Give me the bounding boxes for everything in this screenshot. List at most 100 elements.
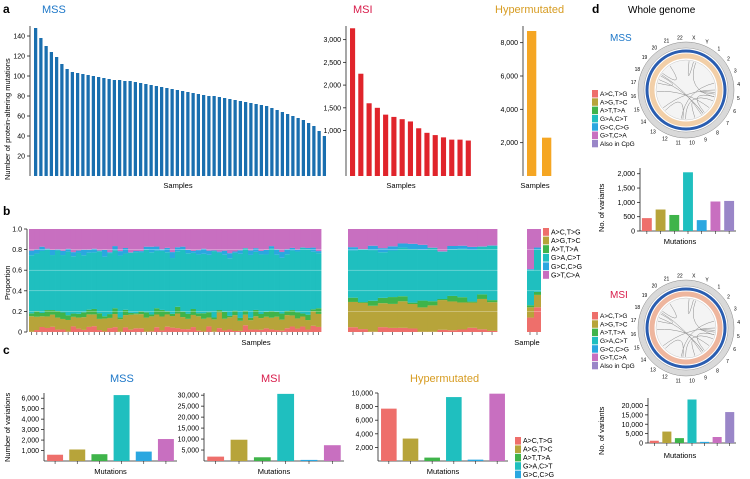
- d-mss-legend-swatch: [592, 139, 598, 148]
- a-mss-bar: [165, 88, 169, 176]
- d-msi-chrom-label: 14: [641, 358, 647, 364]
- b-mss-segment: [237, 317, 244, 321]
- b-mss-segment: [133, 328, 139, 332]
- b-mss-segment: [154, 246, 160, 251]
- xlabel-d-mss: Mutations: [664, 237, 697, 246]
- b-mss-segment: [112, 308, 119, 315]
- b-mss-segment: [49, 314, 56, 327]
- d-mss-chrom-label: 2: [727, 56, 730, 62]
- b-mss-segment: [195, 330, 202, 332]
- b-mss-segment: [138, 328, 145, 332]
- b-mss-segment: [284, 310, 291, 316]
- b-msi-segment: [487, 229, 498, 246]
- d-mss-track-blue: [645, 49, 727, 131]
- c-legend-label: A>C,T>G: [523, 438, 553, 445]
- b-mss-segment: [107, 229, 113, 253]
- d-mss-chrom-label: Y: [705, 39, 709, 45]
- b-mss-segment: [201, 248, 207, 254]
- d-mss-chrom-label: 18: [635, 67, 641, 73]
- a-mss-bar: [286, 114, 290, 176]
- d-msi-chrom-label: 16: [631, 332, 637, 338]
- panel-letter-a: a: [3, 2, 10, 16]
- c-mss-xlabel: Mutations: [94, 467, 127, 476]
- c-msi-bar: [300, 459, 318, 461]
- b-legend-swatch: [543, 271, 549, 279]
- b-mss-segment: [86, 252, 92, 310]
- d-mss-chrom-label: 16: [631, 94, 637, 100]
- d-msi-link: [662, 303, 677, 319]
- d-msi-legend-label: A>C,T>G: [600, 313, 627, 320]
- d-mss-chrom-label: 5: [737, 96, 740, 102]
- d-mss-link: [687, 61, 694, 77]
- b-hyper-segment: [527, 229, 534, 270]
- a-mss-bar: [86, 75, 90, 176]
- b-mss-segment: [70, 313, 77, 317]
- b-msi-segment: [437, 300, 448, 330]
- b-mss-segment: [55, 329, 61, 332]
- d-mss-legend-label: G>C,C>G: [600, 124, 629, 131]
- b-mss-segment: [305, 320, 311, 330]
- b-mss-segment: [44, 229, 51, 249]
- b-msi-segment: [417, 249, 428, 301]
- b-hyper-segment: [534, 247, 541, 250]
- b-mss-segment: [232, 310, 238, 316]
- b-msi-segment: [467, 302, 478, 328]
- chart-a-mss: 20 40 60 80 100 120 140: [13, 26, 327, 176]
- b-mss-segment: [263, 229, 270, 250]
- c-hyper-bar: [424, 457, 440, 461]
- a-mss-bar: [34, 28, 38, 176]
- c-msi-bar: [230, 439, 248, 461]
- title-a-mss: MSS: [42, 4, 66, 16]
- b-mss-segment: [221, 229, 228, 251]
- panel-letter-d: d: [592, 2, 599, 16]
- c-hyper-bar: [381, 408, 397, 461]
- a-hyper-bar: [527, 31, 537, 176]
- d-mss-chrom-label: 15: [634, 107, 640, 113]
- b-msi-segment: [447, 245, 458, 250]
- b-msi-segment: [457, 329, 468, 332]
- a-mss-bar: [244, 102, 248, 176]
- a-mss-bar: [102, 78, 106, 176]
- b-hyper-segment: [534, 294, 541, 308]
- b-mss-segment: [284, 229, 291, 250]
- b-mss-segment: [289, 229, 296, 248]
- b-msi-segment: [427, 301, 438, 306]
- b-mss-segment: [253, 309, 259, 317]
- xlabel-b-sample: Sample: [514, 338, 539, 347]
- a-mss-bar: [107, 79, 111, 176]
- a-mss-bar: [196, 94, 201, 176]
- a-msi-bar: [374, 107, 380, 176]
- d-mss-tick-label: 1,000: [617, 200, 635, 207]
- b-mss-segment: [86, 309, 92, 315]
- b-mss-segment: [107, 328, 113, 332]
- d-mss-core: [655, 59, 717, 121]
- c-hyper-xlabel: Mutations: [427, 467, 460, 476]
- d-msi-chrom-label: 3: [734, 307, 737, 313]
- b-legend-swatch: [543, 253, 549, 262]
- d-msi-tick-label: 10,000: [622, 422, 644, 429]
- b-mss-segment: [148, 316, 155, 332]
- a-mss-bar: [280, 112, 285, 176]
- b-mss-segment: [237, 330, 244, 332]
- b-mss-segment: [216, 328, 223, 332]
- panel-letter-c: c: [3, 343, 10, 357]
- d-msi-bar: [662, 431, 672, 443]
- b-mss-segment: [284, 249, 291, 255]
- b-mss-segment: [300, 229, 306, 248]
- b-mss-segment: [122, 315, 129, 328]
- a-mss-bar: [191, 93, 195, 176]
- b-mss-segment: [185, 313, 192, 319]
- b-mss-segment: [164, 311, 171, 315]
- a-msi-bar: [440, 137, 447, 176]
- b-mss-segment: [55, 250, 61, 312]
- d-msi-link: [691, 340, 704, 356]
- d-msi-link: [657, 313, 673, 324]
- b-mss-segment: [258, 254, 265, 314]
- b-mss-segment: [154, 229, 160, 247]
- b-mss-segment: [242, 229, 249, 249]
- b-mss-segment: [248, 250, 254, 255]
- b-msi-segment: [447, 330, 458, 332]
- c-hyper-bar: [446, 397, 462, 461]
- d-mss-tick-label: 0: [631, 229, 635, 236]
